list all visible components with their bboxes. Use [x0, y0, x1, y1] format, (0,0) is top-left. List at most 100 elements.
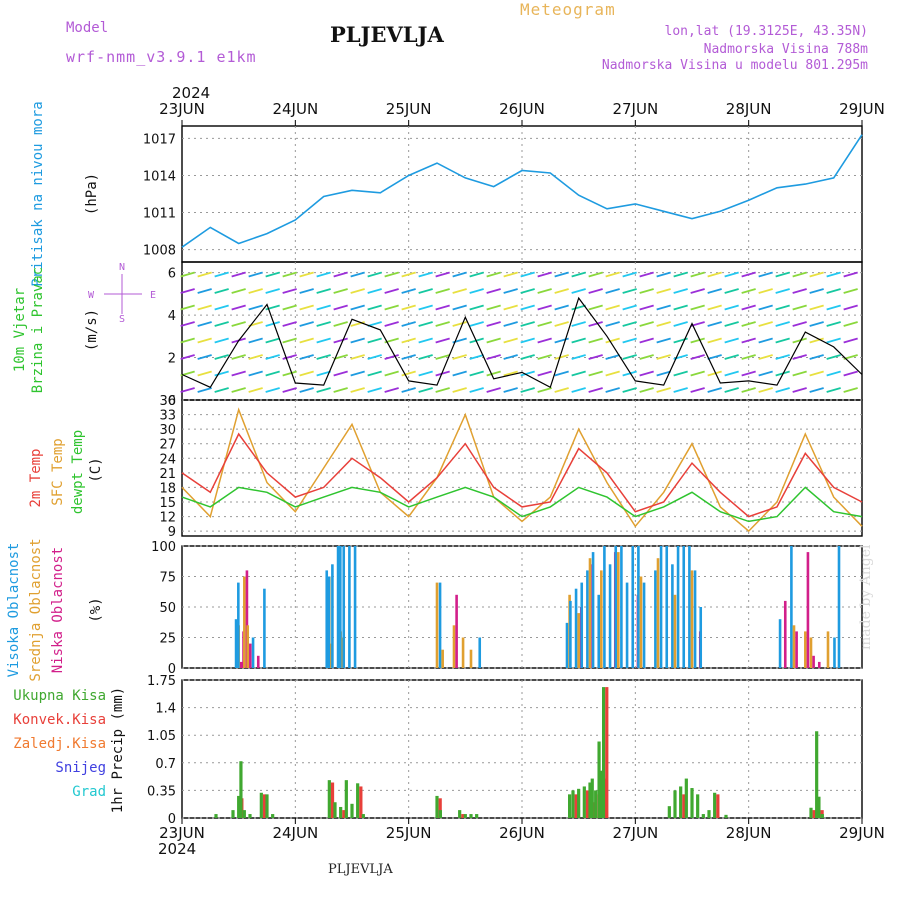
cloud-high-bar: [682, 546, 686, 668]
precip-total-bar: [588, 782, 592, 818]
precip-ytick: 1.4: [155, 702, 176, 717]
precip-conv-bar: [716, 794, 720, 818]
wind-barb: [792, 354, 807, 360]
wind-barb: [282, 271, 297, 278]
wind-barb: [707, 387, 722, 393]
cloud-high-bar: [342, 546, 346, 668]
precip-total-bar: [361, 814, 365, 818]
wind-barb: [248, 387, 263, 393]
wind-barb: [435, 304, 450, 311]
wind-barb: [197, 288, 212, 294]
wind-barb: [282, 304, 297, 311]
model-label: Model: [66, 20, 109, 36]
wind-barb: [435, 387, 450, 393]
top-date-label: 28JUN: [726, 100, 772, 118]
cloud-high-bar: [591, 552, 595, 668]
wind-barb: [282, 321, 297, 327]
wind-barb: [537, 271, 552, 278]
wind-barb: [350, 271, 365, 278]
wind-barb: [299, 321, 314, 327]
precip-ytick: 0: [168, 812, 176, 827]
sfc-temp-line: [181, 407, 863, 533]
wind-barb: [809, 337, 824, 344]
top-date-label: 23JUN: [159, 100, 205, 118]
cloud-mid-bar: [792, 625, 796, 668]
wind-barb: [316, 304, 331, 311]
top-date-label: 26JUN: [499, 100, 545, 118]
cloud-high-bar: [625, 582, 629, 668]
wind-barb: [299, 337, 314, 344]
wind-barb: [656, 370, 671, 377]
wind-barb: [826, 387, 841, 393]
wind-barb: [180, 387, 195, 393]
bottom-date-label: 28JUN: [726, 824, 772, 842]
wind-barb: [418, 288, 433, 294]
wind-barb: [316, 271, 331, 278]
wind-barb: [809, 288, 824, 294]
wind-barb: [554, 321, 569, 327]
wind-barb: [605, 288, 620, 294]
cloud-low-label: Niska Oblacnost: [50, 547, 66, 673]
cloud-high-bar: [614, 546, 618, 668]
wind-barb: [333, 370, 348, 377]
wind-barb: [588, 321, 603, 327]
wind-barb: [197, 321, 212, 327]
pressure-unit: (hPa): [84, 173, 100, 215]
wind-barb: [758, 370, 773, 377]
wind-barb: [435, 370, 450, 377]
wind-barb: [690, 271, 705, 278]
precip-conv-bar: [682, 794, 686, 818]
precip-total-bar: [568, 794, 572, 818]
wind-barb: [554, 304, 569, 311]
wind-barb: [622, 370, 637, 377]
wind-barb: [741, 304, 756, 311]
wind-barb: [418, 337, 433, 344]
wind-barb: [248, 271, 263, 278]
temp-ytick: 36: [159, 394, 176, 409]
wind-barb: [758, 354, 773, 360]
wind-barb: [826, 288, 841, 294]
wind-barb: [452, 370, 467, 377]
cloud-high-bar: [237, 582, 240, 668]
temp-ytick: 9: [168, 525, 176, 540]
wind-barb: [367, 370, 382, 377]
wind-barb: [639, 288, 654, 294]
precip-total-bar: [231, 810, 235, 818]
wind-barb: [622, 354, 637, 360]
wind-barb: [435, 354, 450, 360]
precip-conv-bar: [461, 814, 465, 818]
wind-frame: [181, 261, 863, 401]
wind-barb: [401, 337, 416, 344]
wind-barb: [401, 370, 416, 377]
wind-barb: [843, 288, 858, 294]
model-elevation-label: Nadmorska Visina u modelu 801.295m: [601, 58, 868, 73]
precip-ytick: 1.75: [147, 674, 176, 689]
wind-barb: [537, 337, 552, 344]
precip-total-bar: [679, 786, 683, 818]
wind-barb: [707, 337, 722, 344]
cloud-low-bar: [806, 552, 810, 668]
wind-barb: [673, 271, 688, 278]
cloud-mid-bar: [656, 558, 660, 668]
cloud-high-bar: [234, 619, 238, 668]
cloud-low-bar: [783, 600, 787, 668]
wind-barb: [707, 288, 722, 294]
cloud-low-bar: [455, 594, 458, 668]
wind-barb: [265, 288, 280, 294]
wind-barb: [537, 387, 552, 393]
wind-barb: [282, 370, 297, 377]
cloud-ytick: 50: [159, 601, 176, 616]
cloud-low-bar: [239, 661, 243, 668]
cloud-high-bar: [642, 582, 646, 668]
precip-total-bar: [599, 770, 603, 818]
wind-barb: [622, 337, 637, 344]
pressure-line: [181, 134, 863, 248]
wind-barb: [486, 387, 501, 393]
wind-barb: [775, 337, 790, 344]
wind-barb: [367, 288, 382, 294]
wind-barb: [639, 387, 654, 393]
temp-ytick: 27: [159, 438, 176, 453]
wind-barb: [197, 387, 212, 393]
wind-barb: [265, 354, 280, 360]
